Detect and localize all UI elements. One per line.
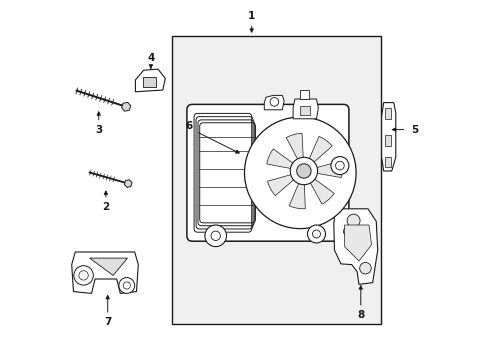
- Polygon shape: [333, 209, 377, 284]
- Circle shape: [289, 157, 317, 185]
- Polygon shape: [381, 103, 395, 171]
- FancyBboxPatch shape: [186, 104, 348, 241]
- Bar: [384, 108, 390, 119]
- Circle shape: [269, 98, 278, 106]
- Circle shape: [244, 117, 355, 229]
- Text: 7: 7: [104, 317, 111, 327]
- Polygon shape: [309, 179, 334, 204]
- Bar: [300, 90, 309, 99]
- Circle shape: [346, 214, 359, 227]
- Bar: [172, 36, 381, 324]
- Circle shape: [330, 157, 348, 175]
- Polygon shape: [315, 161, 341, 177]
- Circle shape: [123, 282, 130, 289]
- Polygon shape: [122, 102, 130, 111]
- Polygon shape: [124, 180, 132, 187]
- Text: 8: 8: [356, 310, 364, 320]
- Text: 4: 4: [147, 53, 154, 63]
- Polygon shape: [264, 95, 284, 110]
- Circle shape: [358, 232, 369, 243]
- Polygon shape: [135, 69, 165, 92]
- Bar: [384, 135, 390, 146]
- Polygon shape: [288, 183, 305, 209]
- Circle shape: [307, 225, 325, 243]
- Text: 1: 1: [247, 11, 255, 21]
- Circle shape: [359, 262, 370, 274]
- Polygon shape: [308, 136, 331, 163]
- Text: 5: 5: [410, 125, 418, 135]
- Circle shape: [74, 266, 93, 285]
- Bar: [300, 106, 310, 115]
- Text: 3: 3: [95, 125, 102, 135]
- Circle shape: [119, 278, 134, 293]
- Bar: [384, 157, 390, 167]
- Circle shape: [343, 227, 352, 236]
- Polygon shape: [292, 99, 318, 119]
- Polygon shape: [72, 252, 138, 293]
- Text: 6: 6: [184, 121, 192, 131]
- Bar: [142, 77, 155, 87]
- Polygon shape: [266, 149, 293, 168]
- Polygon shape: [285, 133, 303, 160]
- Polygon shape: [344, 225, 371, 261]
- Polygon shape: [89, 258, 127, 275]
- Circle shape: [335, 161, 344, 170]
- Text: 2: 2: [102, 202, 109, 212]
- Circle shape: [204, 225, 226, 247]
- Circle shape: [312, 230, 320, 238]
- Polygon shape: [267, 174, 294, 195]
- Circle shape: [296, 164, 310, 178]
- Circle shape: [211, 231, 220, 240]
- Circle shape: [79, 271, 88, 280]
